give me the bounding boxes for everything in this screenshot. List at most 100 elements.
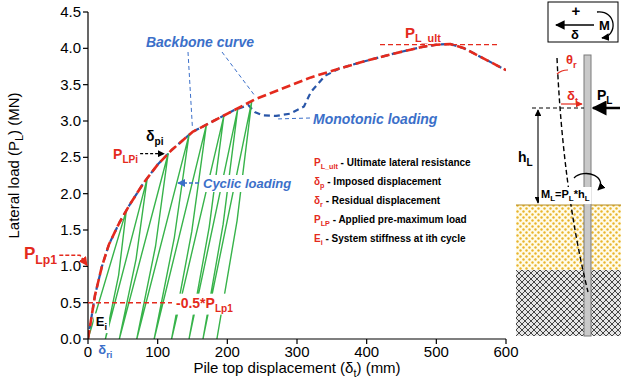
pile-diagram: +δMθrδtPLhLML=PL*hL	[516, 2, 621, 336]
sign-label: δ	[571, 27, 579, 42]
half-load-line	[88, 302, 172, 304]
text-part: L	[606, 95, 612, 106]
x-tick-label: 200	[215, 343, 240, 360]
x-tick-label: 0	[84, 343, 92, 360]
annotation: Ei	[96, 314, 107, 332]
text-part: ri	[106, 350, 112, 360]
y-tick-label: 1.5	[60, 221, 81, 238]
x-tick-label: 500	[424, 343, 449, 360]
y-tick-label: 3.5	[60, 76, 81, 93]
y-tick	[83, 266, 88, 267]
text-part: i	[104, 322, 107, 332]
annotation: PLPi	[113, 146, 138, 165]
y-tick-label: 0.0	[60, 330, 81, 347]
text-part: L	[527, 157, 533, 168]
sand-layer	[516, 205, 621, 270]
series-line	[88, 101, 252, 339]
x-axis-title: Pile top displacement (δt) (mm)	[193, 359, 400, 379]
sign-moment-arrow	[597, 12, 613, 38]
series-group	[88, 44, 506, 339]
ultimate-line	[380, 44, 500, 45]
text-part: LP	[321, 219, 330, 228]
definition: PL_ult - Ultimate lateral resistance	[314, 157, 471, 171]
deflected-pile	[557, 58, 588, 292]
diagram-label: PL	[597, 87, 613, 106]
figure: 0.00.51.01.52.02.53.03.54.04.50100200300…	[0, 0, 621, 379]
leader-line	[222, 52, 255, 96]
annotation: PL_ult	[405, 24, 441, 44]
label-patch	[539, 187, 592, 204]
x-tick-label: 100	[145, 343, 170, 360]
text-part: P	[405, 24, 415, 41]
annotation: δri	[98, 342, 112, 360]
annotation-arrow	[140, 153, 164, 154]
y-tick-label: 1.0	[60, 257, 81, 274]
y-tick	[83, 120, 88, 121]
diagram-label: ML=PL*hL	[541, 188, 590, 203]
text-part: δ	[98, 342, 106, 357]
definition: PLP - Applied pre-maximum load	[314, 214, 467, 228]
text-part: L_ult	[321, 162, 339, 171]
y-tick-label: 4.5	[60, 3, 81, 20]
label-patch	[201, 175, 293, 192]
y-tick-label: 0.5	[60, 294, 81, 311]
text-part: L	[585, 194, 590, 203]
text-part: θ	[566, 52, 573, 67]
definition: δp - Imposed displacement	[314, 176, 442, 190]
series-label: Monotonic loading	[313, 111, 438, 127]
text-part: - Residual displacement	[323, 195, 441, 206]
annotation: -0.5*PLp1	[176, 295, 233, 314]
x-tick-label: 300	[284, 343, 309, 360]
definition: Ei - System stiffness at ith cycle	[314, 233, 466, 247]
annotation: δpi	[146, 128, 164, 147]
text-part: -0.5*P	[176, 295, 215, 311]
series-label: Cyclic loading	[203, 176, 291, 191]
diagram-label: δt	[567, 88, 578, 106]
sign-label: +	[572, 2, 581, 19]
text-part: P	[24, 244, 35, 263]
text-part: P	[597, 87, 606, 103]
definition: δr - Residual displacement	[314, 195, 441, 209]
y-tick	[83, 229, 88, 230]
text-part: h	[518, 149, 527, 165]
y-axis-title: Lateral load (PL) (MN)	[5, 92, 25, 238]
leader-arrow	[178, 182, 199, 183]
text-part: Lateral load (P	[5, 141, 22, 239]
y-tick	[83, 48, 88, 49]
leader-line	[278, 118, 310, 120]
definitions-box	[310, 154, 475, 250]
load-arrow	[593, 107, 620, 110]
y-tick-label: 3.0	[60, 112, 81, 129]
sign-arrow	[556, 24, 594, 26]
y-tick	[83, 338, 88, 339]
text-part: δ	[567, 88, 575, 103]
leader-line	[188, 52, 193, 129]
text-part: ) (mm)	[356, 359, 400, 376]
y-tick	[83, 302, 88, 303]
sign-box	[548, 2, 618, 42]
definitions: PL_ult - Ultimate lateral resistance δp -…	[310, 154, 475, 250]
annotation-arrow	[59, 255, 87, 265]
x-tick-label: 400	[354, 343, 379, 360]
label-patch	[174, 294, 235, 315]
displacement-arrow	[561, 103, 582, 104]
text-part: r	[573, 60, 577, 70]
text-part: =P	[555, 188, 569, 200]
label-patch	[94, 313, 109, 333]
text-part: M	[541, 188, 550, 200]
annotations: Backbone curveMonotonic loadingCyclic lo…	[24, 24, 500, 360]
diagram-label: θr	[566, 52, 577, 70]
y-tick	[83, 193, 88, 194]
diagram-label: hL	[518, 149, 533, 168]
y-tick-label: 2.5	[60, 148, 81, 165]
text-part: Lp1	[35, 253, 57, 267]
text-part: P	[113, 146, 122, 162]
text-part: E	[96, 314, 105, 329]
text-part: pi	[155, 136, 164, 147]
text-part: - Applied pre-maximum load	[330, 214, 467, 225]
text-part: - System stiffness at ith cycle	[323, 233, 466, 244]
y-tick-label: 4.0	[60, 39, 81, 56]
text-part: L_ult	[415, 32, 441, 44]
y-tick	[83, 84, 88, 85]
annotation: PLp1	[24, 244, 57, 267]
